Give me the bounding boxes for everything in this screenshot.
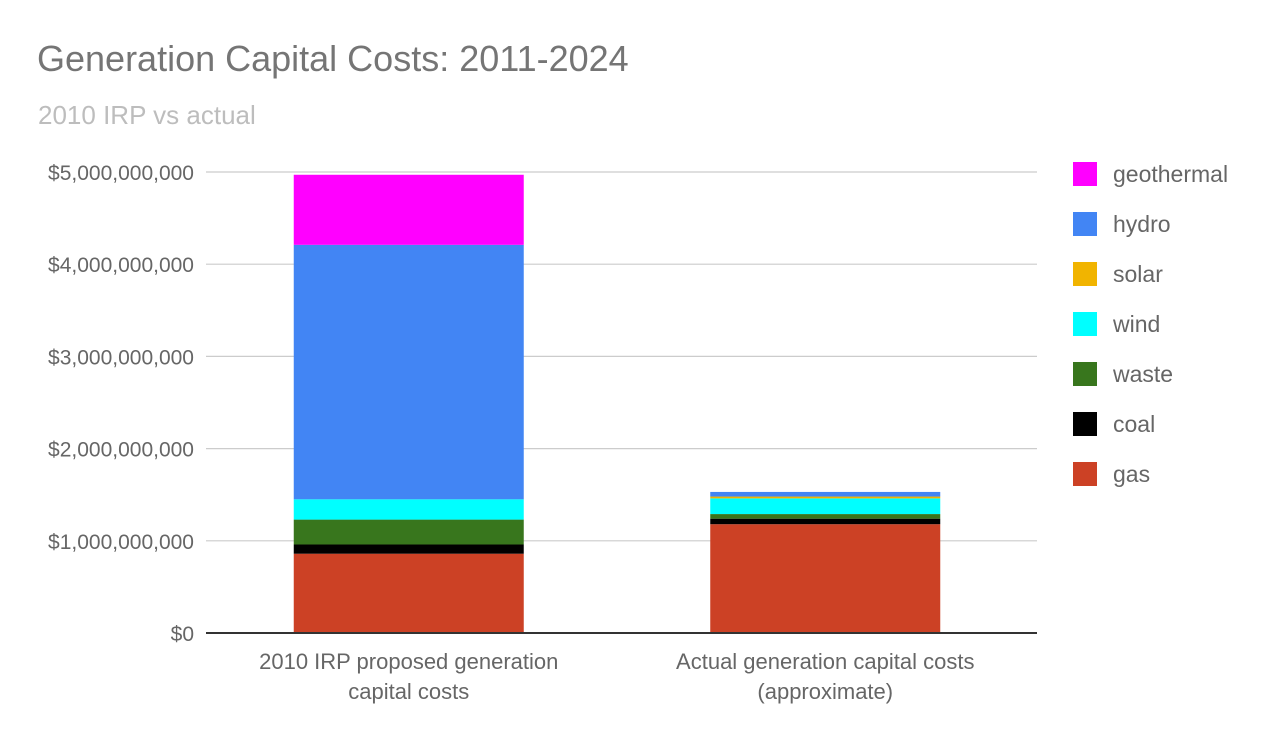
legend-label-solar: solar	[1113, 261, 1163, 287]
y-axis-tick-labels: $0 $1,000,000,000 $2,000,000,000 $3,000,000…	[48, 162, 194, 646]
x-category-label: capital costs	[348, 679, 469, 704]
legend-swatch-geothermal	[1073, 162, 1097, 186]
bar-segment-geothermal-1	[293, 174, 524, 245]
legend-label-hydro: hydro	[1113, 211, 1171, 237]
chart-subtitle: 2010 IRP vs actual	[38, 100, 256, 130]
bar-segment-coal-2	[710, 518, 941, 525]
y-tick-label: $5,000,000,000	[48, 162, 194, 185]
x-category-label: Actual generation capital costs	[676, 649, 974, 674]
bar-segment-hydro-2	[710, 491, 941, 497]
bar-segment-waste-1	[293, 519, 524, 545]
legend-swatch-hydro	[1073, 212, 1097, 236]
bar-segment-hydro-1	[293, 244, 524, 500]
x-axis-category-labels: 2010 IRP proposed generation capital cost…	[259, 649, 974, 704]
legend-swatch-wind	[1073, 312, 1097, 336]
legend-label-coal: coal	[1113, 411, 1155, 437]
bar-segment-waste-2	[710, 514, 941, 519]
legend-swatch-waste	[1073, 362, 1097, 386]
legend-swatch-gas	[1073, 462, 1097, 486]
bar-segment-wind-1	[293, 499, 524, 520]
legend-label-wind: wind	[1112, 311, 1160, 337]
bar-segment-coal-1	[293, 544, 524, 554]
legend-label-geothermal: geothermal	[1113, 161, 1228, 187]
bar-segment-solar-2	[710, 496, 941, 499]
legend: geothermal hydro solar wind waste coal gas	[1073, 161, 1228, 487]
y-tick-label: $4,000,000,000	[48, 254, 194, 277]
bars	[293, 174, 941, 633]
legend-label-waste: waste	[1112, 361, 1173, 387]
bar-segment-gas-2	[710, 524, 941, 633]
bar-segment-wind-2	[710, 498, 941, 515]
legend-swatch-solar	[1073, 262, 1097, 286]
y-tick-label: $0	[171, 623, 194, 646]
x-category-label: 2010 IRP proposed generation	[259, 649, 558, 674]
y-tick-label: $2,000,000,000	[48, 439, 194, 462]
legend-swatch-coal	[1073, 412, 1097, 436]
legend-label-gas: gas	[1113, 461, 1150, 487]
y-tick-label: $1,000,000,000	[48, 531, 194, 554]
bar-segment-gas-1	[293, 553, 524, 633]
chart-title: Generation Capital Costs: 2011-2024	[37, 38, 629, 79]
y-tick-label: $3,000,000,000	[48, 346, 194, 369]
x-category-label: (approximate)	[757, 679, 893, 704]
